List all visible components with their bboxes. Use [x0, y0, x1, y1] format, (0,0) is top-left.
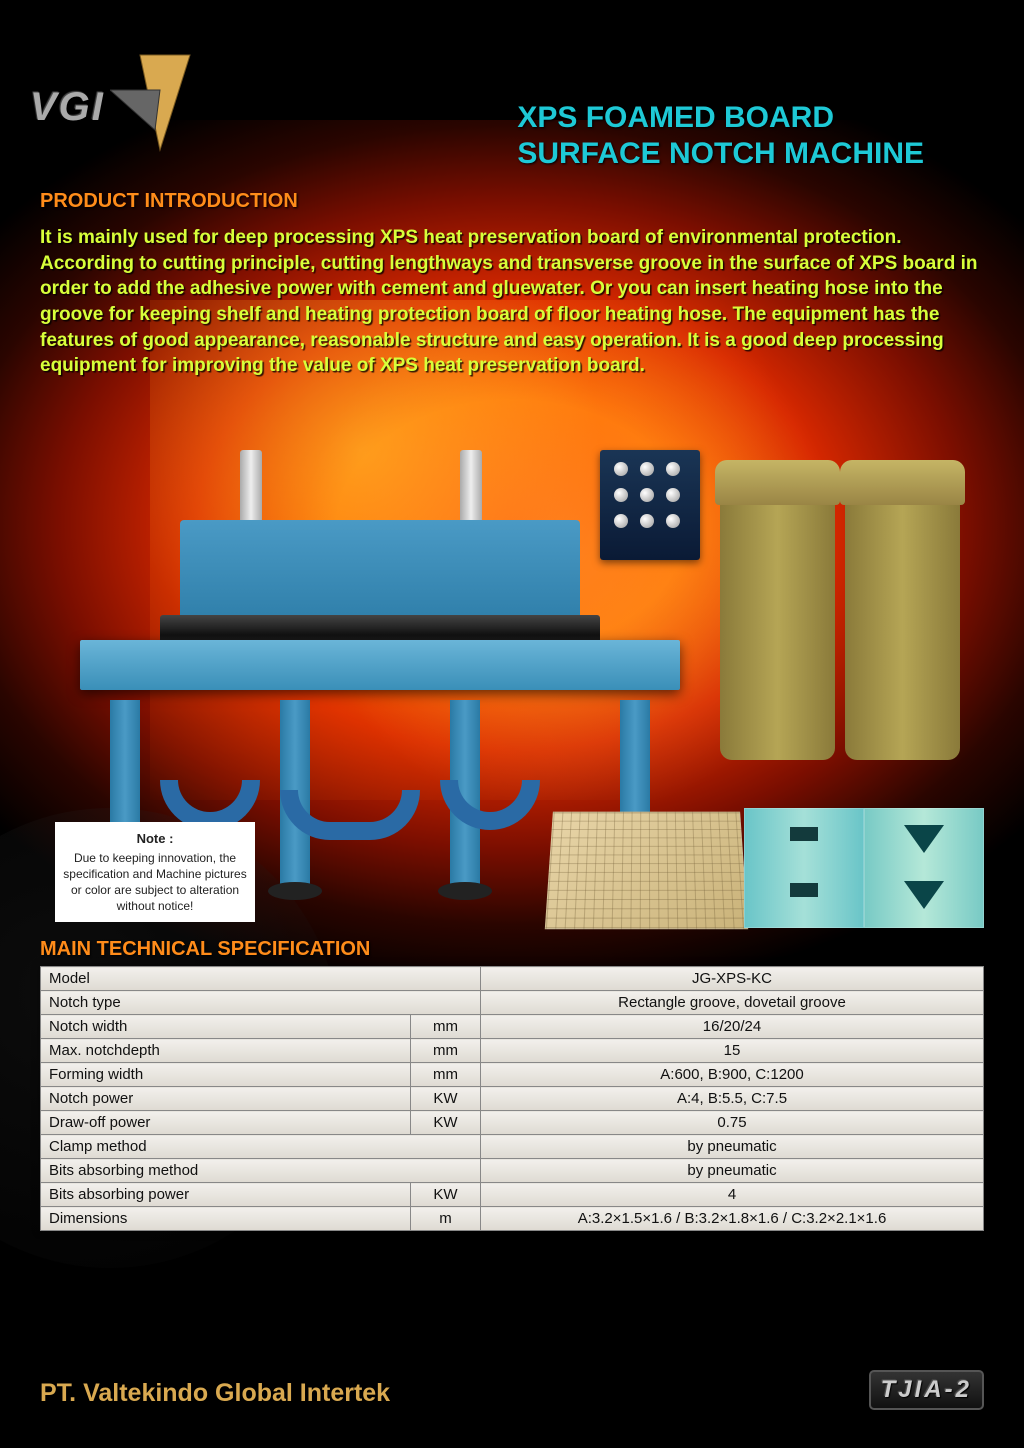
control-panel: [600, 450, 700, 560]
table-row: Bits absorbing methodby pneumatic: [41, 1159, 984, 1183]
title-line1: XPS FOAMED BOARD: [517, 100, 924, 136]
spec-unit: mm: [411, 1063, 481, 1087]
sample-grid-board: [545, 812, 748, 930]
note-body: Due to keeping innovation, the specifica…: [61, 850, 249, 915]
table-row: Clamp methodby pneumatic: [41, 1135, 984, 1159]
logo-text: VGI: [30, 85, 105, 130]
spec-value: A:600, B:900, C:1200: [481, 1063, 984, 1087]
spec-label: Clamp method: [41, 1135, 481, 1159]
table-row: Bits absorbing powerKW4: [41, 1183, 984, 1207]
spec-value: by pneumatic: [481, 1135, 984, 1159]
spec-value: 4: [481, 1183, 984, 1207]
table-row: Forming widthmmA:600, B:900, C:1200: [41, 1063, 984, 1087]
spec-label: Draw-off power: [41, 1111, 411, 1135]
title-line2: SURFACE NOTCH MACHINE: [517, 136, 924, 172]
spec-value: 0.75: [481, 1111, 984, 1135]
product-title: XPS FOAMED BOARD SURFACE NOTCH MACHINE: [517, 100, 924, 172]
spec-header: MAIN TECHNICAL SPECIFICATION: [40, 938, 370, 961]
spec-value: Rectangle groove, dovetail groove: [481, 991, 984, 1015]
dust-collector-bag: [845, 500, 960, 760]
table-row: Notch powerKWA:4, B:5.5, C:7.5: [41, 1087, 984, 1111]
sample-images: [549, 808, 984, 928]
spec-label: Model: [41, 967, 481, 991]
spec-label: Bits absorbing power: [41, 1183, 411, 1207]
sample-dovetail-groove: [864, 808, 984, 928]
spec-label: Bits absorbing method: [41, 1159, 481, 1183]
spec-label: Notch width: [41, 1015, 411, 1039]
table-row: Notch typeRectangle groove, dovetail gro…: [41, 991, 984, 1015]
spec-unit: KW: [411, 1087, 481, 1111]
spec-value: 15: [481, 1039, 984, 1063]
intro-header: PRODUCT INTRODUCTION: [40, 190, 298, 213]
spec-unit: KW: [411, 1111, 481, 1135]
spec-value: A:4, B:5.5, C:7.5: [481, 1087, 984, 1111]
spec-value: JG-XPS-KC: [481, 967, 984, 991]
spec-label: Dimensions: [41, 1207, 411, 1231]
table-row: Notch widthmm16/20/24: [41, 1015, 984, 1039]
footer-company: PT. Valtekindo Global Intertek: [40, 1379, 390, 1408]
sample-rectangle-groove: [744, 808, 864, 928]
note-title: Note :: [61, 830, 249, 848]
spec-value: by pneumatic: [481, 1159, 984, 1183]
spec-value: A:3.2×1.5×1.6 / B:3.2×1.8×1.6 / C:3.2×2.…: [481, 1207, 984, 1231]
spec-label: Notch type: [41, 991, 481, 1015]
spec-unit: m: [411, 1207, 481, 1231]
spec-unit: KW: [411, 1183, 481, 1207]
machine-table: [80, 640, 680, 690]
table-row: Max. notchdepthmm15: [41, 1039, 984, 1063]
spec-unit: mm: [411, 1039, 481, 1063]
spec-table: ModelJG-XPS-KCNotch typeRectangle groove…: [40, 966, 984, 1231]
dust-collector-bag: [720, 500, 835, 760]
table-row: Draw-off powerKW0.75: [41, 1111, 984, 1135]
intro-body: It is mainly used for deep processing XP…: [40, 225, 984, 379]
logo-mark-icon: [110, 50, 230, 175]
table-row: ModelJG-XPS-KC: [41, 967, 984, 991]
spec-label: Notch power: [41, 1087, 411, 1111]
note-box: Note : Due to keeping innovation, the sp…: [55, 822, 255, 922]
table-row: DimensionsmA:3.2×1.5×1.6 / B:3.2×1.8×1.6…: [41, 1207, 984, 1231]
footer-code: TJIA-2: [869, 1370, 984, 1410]
spec-label: Max. notchdepth: [41, 1039, 411, 1063]
spec-unit: mm: [411, 1015, 481, 1039]
spec-label: Forming width: [41, 1063, 411, 1087]
spec-value: 16/20/24: [481, 1015, 984, 1039]
